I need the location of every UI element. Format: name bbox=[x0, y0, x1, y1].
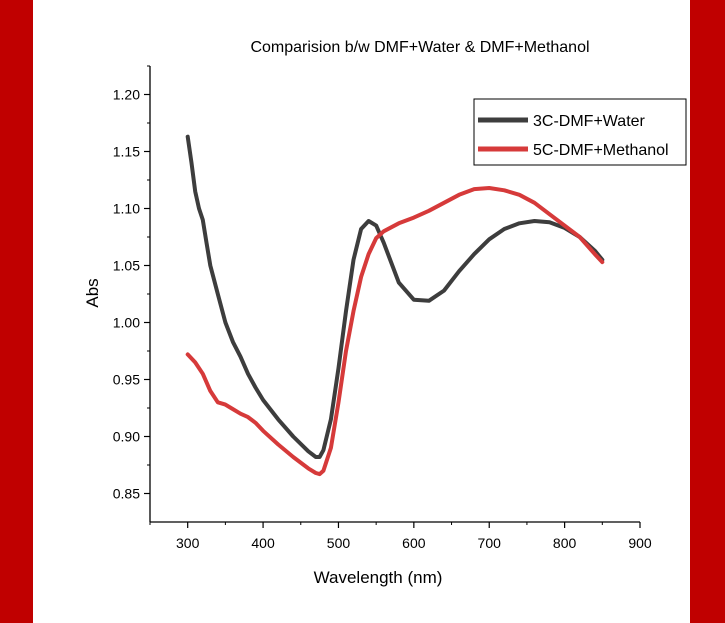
x-tick-label: 800 bbox=[553, 535, 577, 551]
y-tick-label: 0.85 bbox=[113, 486, 140, 502]
x-tick-label: 900 bbox=[628, 535, 652, 551]
y-tick-label: 1.15 bbox=[113, 144, 140, 160]
y-axis-title: Abs bbox=[83, 278, 102, 307]
legend: 3C-DMF+Water 5C-DMF+Methanol bbox=[473, 98, 687, 166]
y-tick-label: 1.00 bbox=[113, 315, 140, 331]
series-line-water bbox=[185, 134, 605, 459]
legend-box bbox=[473, 98, 687, 166]
series-line-methanol bbox=[185, 186, 605, 477]
y-tick-label: 0.90 bbox=[113, 429, 140, 445]
x-axis-ticks: 300 400 500 600 700 800 900 bbox=[149, 522, 652, 551]
right-red-border bbox=[690, 0, 725, 623]
chart-title: Comparision b/w DMF+Water & DMF+Methanol bbox=[250, 39, 589, 56]
series-layer bbox=[185, 134, 605, 477]
left-red-border bbox=[0, 0, 33, 623]
legend-label-water: 3C-DMF+Water bbox=[533, 113, 646, 130]
x-tick-label: 500 bbox=[327, 535, 351, 551]
x-tick-label: 300 bbox=[176, 535, 200, 551]
y-tick-label: 0.95 bbox=[113, 372, 140, 388]
y-tick-label: 1.20 bbox=[113, 87, 140, 103]
x-tick-label: 600 bbox=[402, 535, 426, 551]
x-tick-label: 400 bbox=[251, 535, 275, 551]
x-axis-title: Wavelength (nm) bbox=[314, 568, 443, 587]
x-tick-label: 700 bbox=[478, 535, 502, 551]
y-axis-ticks: 0.85 0.90 0.95 1.00 1.05 1.10 1.15 1.20 bbox=[113, 65, 150, 502]
legend-label-methanol: 5C-DMF+Methanol bbox=[533, 142, 669, 159]
y-tick-label: 1.05 bbox=[113, 258, 140, 274]
y-tick-label: 1.10 bbox=[113, 201, 140, 217]
